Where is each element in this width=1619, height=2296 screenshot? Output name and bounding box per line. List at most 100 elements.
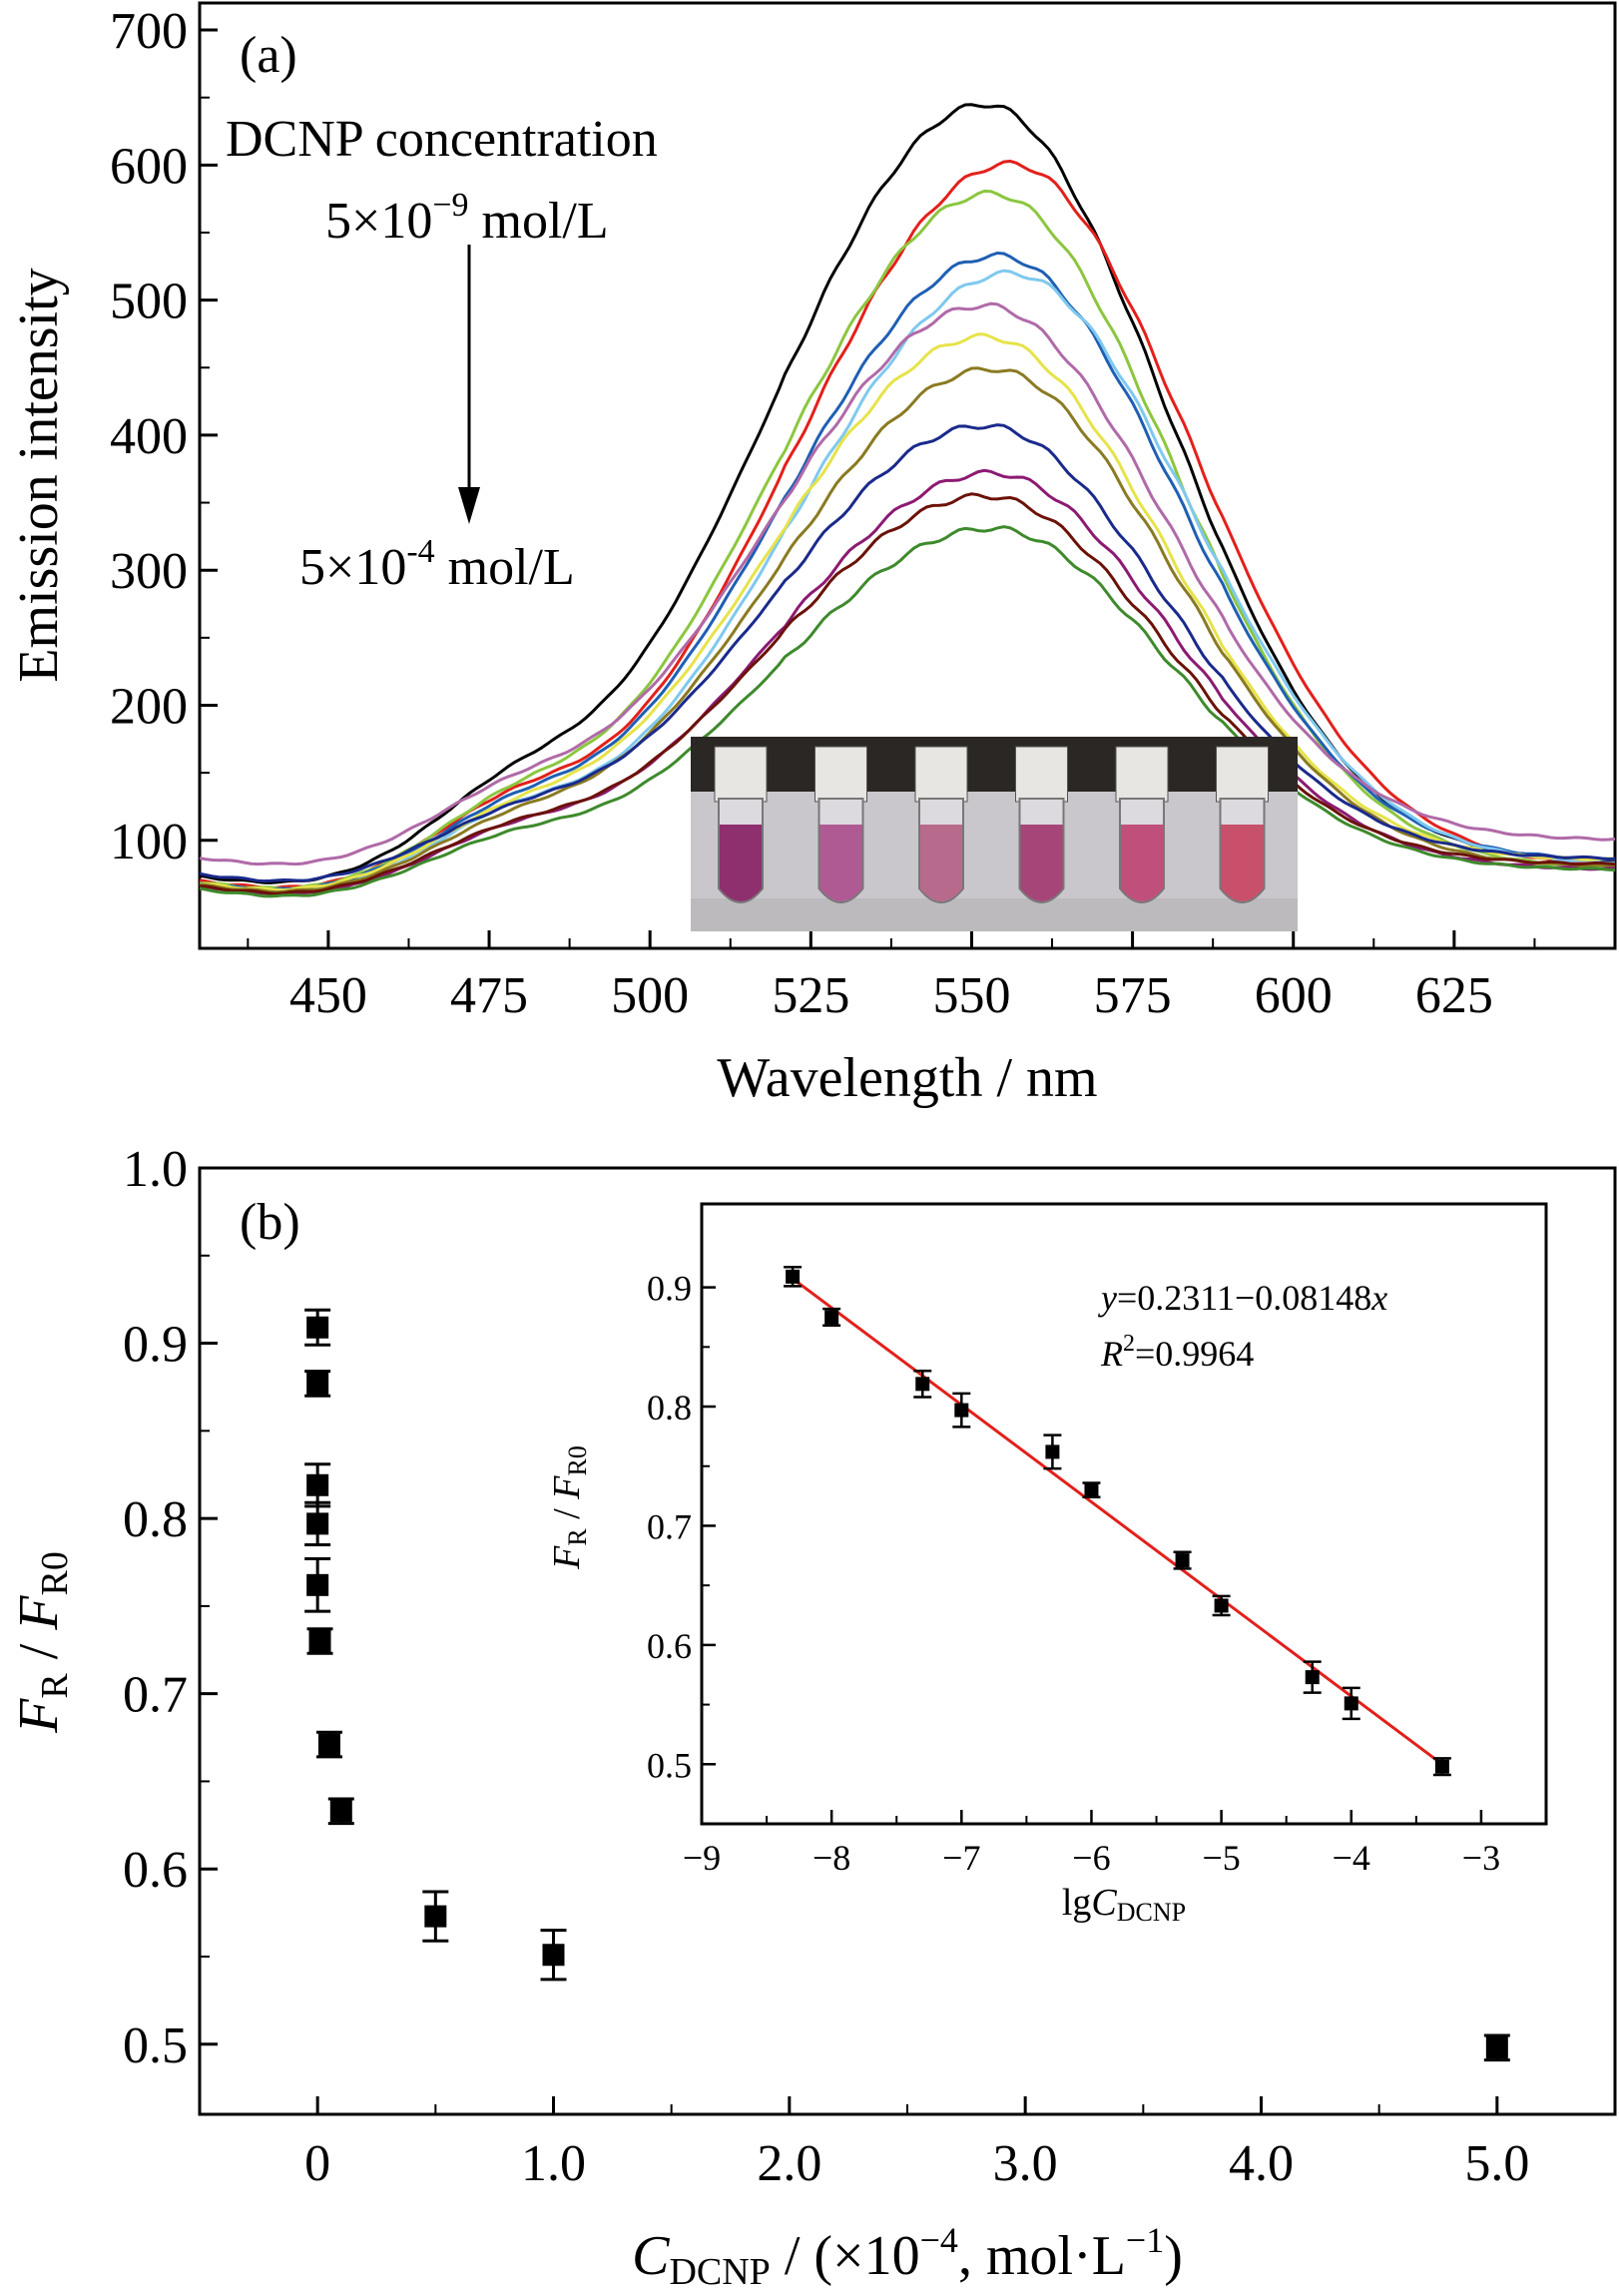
panel-b-y-tick-label: 1.0	[123, 1141, 188, 1198]
panel-b-y-ticks: 0.5 0.6 0.7 0.8 0.9 1.0	[123, 1141, 218, 2074]
panel-a-y-tick-label: 500	[110, 274, 188, 330]
inset-x-tick-label: −7	[942, 1838, 980, 1878]
tube-cap	[714, 746, 768, 803]
inset-data-point	[915, 1377, 930, 1392]
panel-a-label: (a)	[240, 27, 297, 84]
panel-b-y-tick-label: 0.6	[123, 1842, 188, 1899]
inset-data-point	[1434, 1759, 1449, 1774]
inset-data-point	[1045, 1444, 1060, 1459]
panel-a-y-ticks: 100 200 300 400 500 600 700	[110, 3, 218, 870]
tube-cap	[914, 746, 968, 803]
panel-a-plot-frame	[198, 1, 1617, 950]
inset-data-point	[1084, 1482, 1099, 1497]
panel-a-x-tick-label: 575	[1094, 967, 1172, 1024]
panel-b-label: (b)	[240, 1194, 300, 1251]
tube-cap	[1115, 746, 1169, 803]
tube-cap	[1015, 746, 1068, 803]
inset-data-point	[824, 1310, 839, 1325]
panel-b-points	[304, 1308, 1510, 2062]
panel-a-x-tick-label: 475	[450, 967, 528, 1024]
panel-a-spectrum-line	[199, 525, 1616, 898]
panel-b-quenching-plot: 0.50.60.70.80.91.0 0 1.0 2.0 3.0 4.0 5.0 (b) …	[8, 1141, 1617, 2293]
panel-a-x-axis-title: Wavelength / nm	[717, 1047, 1097, 1109]
inset-equation: y=0.2311−0.08148x	[1098, 1278, 1387, 1318]
inset-y-tick-label: 0.8	[647, 1388, 692, 1428]
inset-x-tick-label: −4	[1333, 1838, 1370, 1878]
panel-b-inset-linear-fit: 0.5 0.6 0.7 0.8 0.9 −9 −8 −7 −6 −5 −4 −3 y=0.2311−…	[546, 1202, 1548, 1927]
panel-b-x-tick-label: 1.0	[521, 2135, 586, 2192]
panel-a-emission-spectra: 100 200 300 400 500 600 700 450 475 500 525 550 575…	[8, 1, 1617, 1109]
tube-cap	[814, 746, 867, 803]
inset-data-point	[1214, 1598, 1229, 1613]
panel-b-y-tick-label: 0.9	[123, 1317, 188, 1374]
panel-a-spectrum-line	[199, 301, 1616, 866]
panel-a-y-axis-title: Emission intensity	[8, 268, 70, 682]
inset-data-point	[1344, 1696, 1358, 1711]
panel-b-data-point	[306, 1573, 329, 1596]
panel-a-x-tick-label: 500	[611, 967, 689, 1024]
panel-b-x-ticks: 0 1.0 2.0 3.0 4.0 5.0	[304, 2096, 1529, 2192]
inset-plot-frame	[700, 1202, 1548, 1826]
panel-b-x-axis-title: CDCNP / (×10−4, mol·L−1)	[632, 2220, 1183, 2293]
tube-liquid	[1221, 825, 1264, 901]
inset-y-tick-label: 0.5	[647, 1745, 692, 1785]
panel-a-top-concentration: 5×10−9 mol/L	[325, 187, 609, 250]
panel-b-data-point	[424, 1905, 447, 1928]
inset-r-squared: R2=0.9964	[1100, 1331, 1254, 1374]
panel-a-spectrum-line	[199, 189, 1616, 890]
panel-a-spectrum-line	[199, 492, 1616, 895]
inset-data-point	[1175, 1553, 1190, 1568]
tube-cap	[1216, 746, 1269, 803]
panel-b-data-point	[308, 1630, 331, 1652]
panel-a-y-tick-label: 400	[110, 408, 188, 465]
panel-a-spectrum-line	[199, 366, 1616, 894]
panel-b-data-point	[1485, 2036, 1508, 2059]
inset-points	[784, 1266, 1451, 1777]
tube-liquid	[920, 825, 962, 901]
panel-b-y-tick-label: 0.7	[123, 1667, 188, 1724]
panel-b-y-tick-label: 0.8	[123, 1491, 188, 1548]
panel-a-x-ticks: 450 475 500 525 550 575 600 625	[247, 930, 1536, 1024]
panel-a-x-tick-label: 450	[289, 967, 367, 1024]
panel-b-x-tick-label: 4.0	[1229, 2135, 1294, 2192]
panel-b-y-tick-label: 0.5	[123, 2017, 188, 2074]
inset-x-axis-title: lgCDCNP	[1062, 1882, 1186, 1927]
panel-a-x-tick-label: 625	[1415, 967, 1493, 1024]
panel-a-x-tick-label: 600	[1255, 967, 1333, 1024]
panel-b-y-axis-title: FR / FR0	[8, 1551, 76, 1734]
panel-a-y-tick-label: 600	[110, 138, 188, 195]
inset-data-point	[786, 1269, 801, 1284]
panel-a-down-arrow	[458, 245, 480, 524]
inset-y-tick-label: 0.7	[647, 1506, 692, 1546]
inset-fit-line	[792, 1277, 1443, 1766]
tube-liquid	[720, 825, 762, 901]
panel-b-x-tick-label: 3.0	[993, 2135, 1058, 2192]
tube-liquid	[819, 825, 862, 901]
panel-a-curves	[199, 103, 1616, 898]
panel-a-inset-photo	[691, 737, 1298, 931]
inset-x-tick-label: −8	[812, 1838, 850, 1878]
panel-b-data-point	[542, 1944, 565, 1967]
tube-liquid	[1121, 825, 1163, 901]
panel-a-y-tick-label: 100	[110, 814, 188, 870]
panel-b-data-point	[306, 1473, 329, 1496]
inset-y-ticks: 0.5 0.6 0.7 0.8 0.9	[647, 1269, 716, 1785]
inset-data-point	[954, 1403, 969, 1418]
panel-a-y-tick-label: 700	[110, 3, 188, 60]
panel-a-legend-title: DCNP concentration	[226, 111, 658, 168]
tube-liquid	[1020, 825, 1063, 901]
panel-b-data-point	[317, 1733, 340, 1756]
panel-a-tubes	[714, 746, 1269, 903]
inset-x-ticks: −9 −8 −7 −6 −5 −4 −3	[683, 1810, 1500, 1878]
panel-a-y-tick-label: 300	[110, 543, 188, 600]
panel-b-x-tick-label: 0	[304, 2135, 330, 2192]
panel-b-data-point	[306, 1372, 329, 1395]
inset-x-tick-label: −5	[1202, 1838, 1240, 1878]
inset-x-tick-label: −9	[683, 1838, 721, 1878]
inset-y-axis-title: FR / FR0	[546, 1445, 592, 1570]
inset-x-tick-label: −6	[1072, 1838, 1110, 1878]
panel-b-x-tick-label: 2.0	[757, 2135, 821, 2192]
inset-x-tick-label: −3	[1462, 1838, 1500, 1878]
inset-data-point	[1305, 1670, 1320, 1685]
